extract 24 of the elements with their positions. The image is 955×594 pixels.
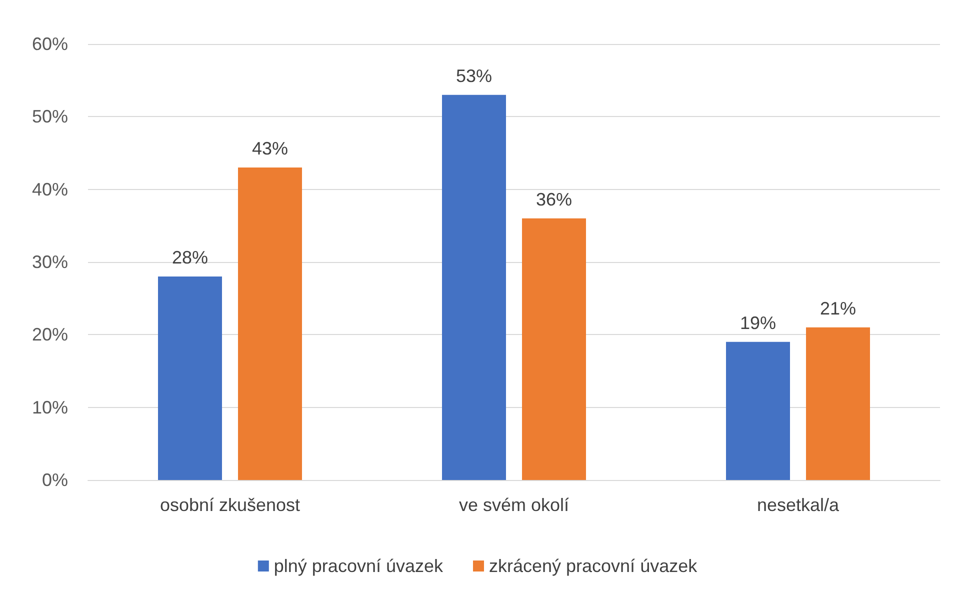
data-label: 19% [740,312,776,333]
y-tick-label: 10% [32,397,68,418]
legend-label: zkrácený pracovní úvazek [488,556,698,576]
bar [806,327,870,480]
data-label: 53% [456,66,492,86]
y-tick-label: 30% [32,252,68,272]
data-label: 28% [172,248,208,268]
x-tick-label: ve svém okolí [458,495,570,515]
y-tick-label: 40% [32,179,68,200]
bar [522,218,586,480]
y-tick-label: 0% [42,470,68,490]
bar [442,94,506,480]
bar [726,342,790,480]
bar [158,276,222,480]
x-tick-label: osobní zkušenost [160,495,300,515]
bar [238,168,302,480]
y-tick-label: 50% [32,106,68,127]
data-label: 43% [252,138,288,159]
y-tick-label: 60% [32,34,68,54]
data-label: 36% [536,189,572,210]
data-label: 21% [820,298,856,318]
y-tick-label: 20% [32,324,68,345]
x-tick-label: nesetkal/a [756,495,840,515]
legend-label: plný pracovní úvazek [274,556,444,576]
